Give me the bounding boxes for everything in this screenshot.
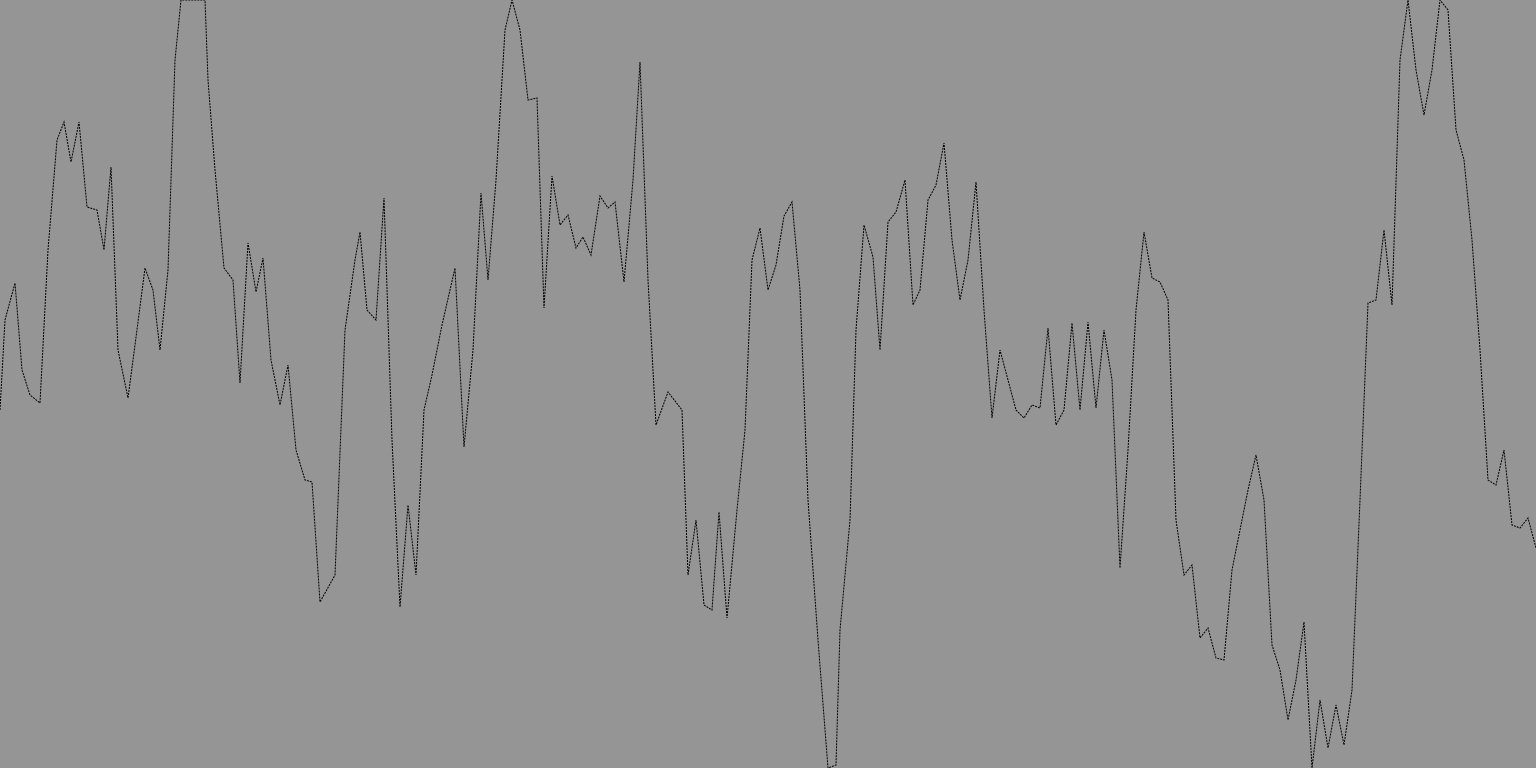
chart	[0, 0, 1536, 768]
signal-line	[0, 0, 1536, 768]
